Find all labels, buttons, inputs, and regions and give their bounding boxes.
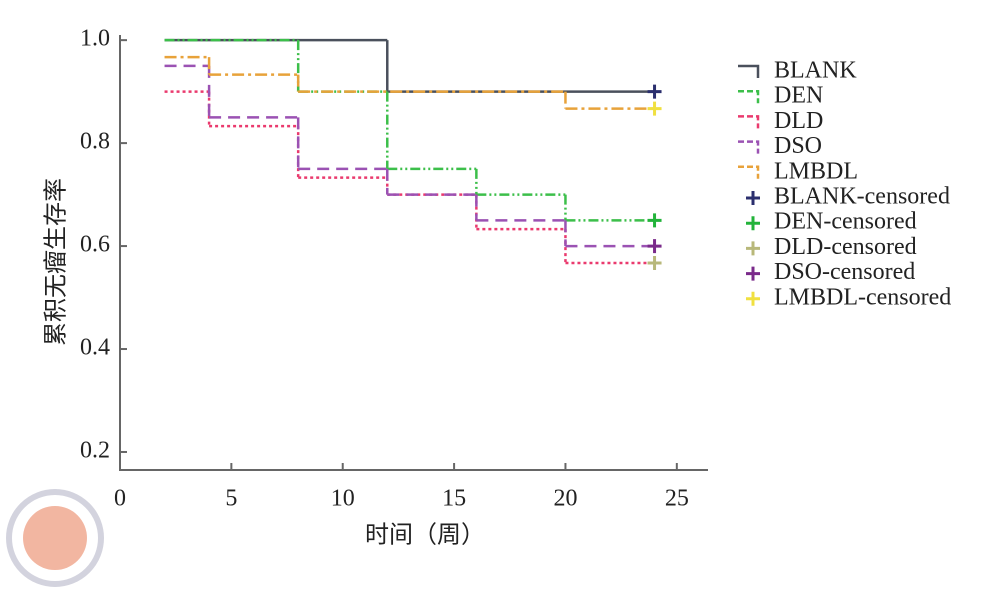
censor-mark bbox=[647, 213, 662, 228]
x-tick-label: 20 bbox=[553, 486, 577, 512]
y-tick-label: 0.2 bbox=[80, 437, 110, 463]
legend-swatch bbox=[738, 115, 760, 129]
legend-swatch bbox=[738, 64, 760, 78]
legend-item: DEN bbox=[738, 83, 823, 109]
legend-label: LMBDL-censored bbox=[774, 284, 951, 310]
y-tick-label: 0.8 bbox=[80, 129, 110, 155]
legend-item: BLANK bbox=[738, 58, 857, 84]
legend-item: DSO-censored bbox=[746, 259, 915, 285]
legend-label: BLANK-censored bbox=[774, 184, 950, 210]
x-tick-label: 15 bbox=[442, 486, 466, 512]
legend-item: DLD-censored bbox=[746, 234, 917, 260]
legend-item: BLANK-censored bbox=[746, 184, 950, 210]
y-tick-label: 0.4 bbox=[80, 335, 110, 361]
legend-item: DLD bbox=[738, 108, 823, 134]
x-tick-label: 5 bbox=[225, 486, 237, 512]
legend-item: LMBDL-censored bbox=[746, 284, 951, 310]
censor-mark bbox=[746, 266, 760, 281]
legend-swatch bbox=[738, 140, 760, 154]
x-axis-label: 时间（周） bbox=[365, 522, 485, 549]
legend-swatch bbox=[738, 165, 760, 179]
legend-label: DEN bbox=[774, 83, 823, 109]
legend-label: LMBDL bbox=[774, 158, 858, 184]
legend-label: DLD-censored bbox=[774, 234, 917, 260]
censor-mark bbox=[746, 216, 760, 231]
x-tick-label: 10 bbox=[331, 486, 355, 512]
x-tick-label: 25 bbox=[665, 486, 689, 512]
censor-mark bbox=[746, 241, 760, 256]
y-tick-label: 0.6 bbox=[80, 232, 110, 258]
censor-mark bbox=[647, 101, 662, 116]
legend-label: BLANK bbox=[774, 58, 857, 84]
censor-mark bbox=[647, 84, 662, 99]
legend-label: DSO bbox=[774, 133, 822, 159]
legend-label: DSO-censored bbox=[774, 259, 915, 285]
y-tick-label: 1.0 bbox=[80, 26, 110, 52]
legend-swatch bbox=[738, 89, 760, 104]
legend-item: DEN-censored bbox=[746, 209, 917, 235]
y-axis-label: 累积无瘤生存率 bbox=[43, 178, 70, 346]
legend-label: DLD bbox=[774, 108, 823, 134]
censor-mark bbox=[647, 256, 662, 271]
legend-label: DEN-censored bbox=[774, 209, 917, 235]
censor-mark bbox=[746, 191, 760, 205]
legend-item: DSO bbox=[738, 133, 822, 159]
logo bbox=[6, 489, 104, 587]
censor-mark bbox=[647, 239, 662, 254]
censor-mark bbox=[746, 291, 760, 306]
legend-item: LMBDL bbox=[738, 158, 858, 184]
x-tick-label: 0 bbox=[114, 486, 126, 512]
